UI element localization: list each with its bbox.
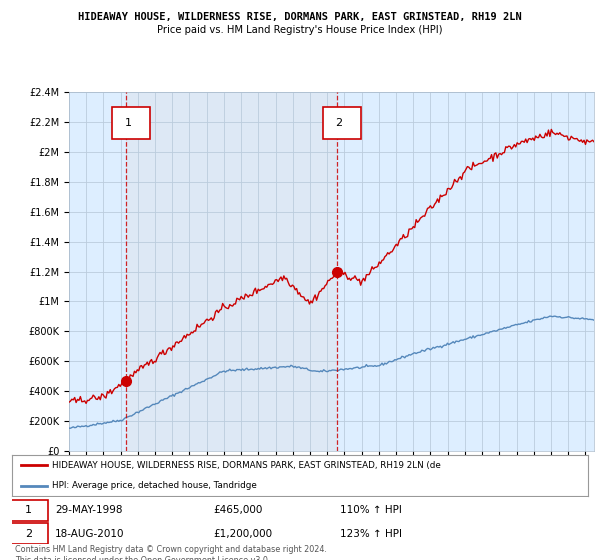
FancyBboxPatch shape: [9, 500, 48, 521]
Text: Contains HM Land Registry data © Crown copyright and database right 2024.
This d: Contains HM Land Registry data © Crown c…: [15, 545, 327, 560]
FancyBboxPatch shape: [9, 524, 48, 544]
Text: 2: 2: [25, 529, 32, 539]
FancyBboxPatch shape: [112, 107, 150, 139]
Text: £1,200,000: £1,200,000: [214, 529, 273, 539]
FancyBboxPatch shape: [323, 107, 361, 139]
Text: HPI: Average price, detached house, Tandridge: HPI: Average price, detached house, Tand…: [52, 481, 257, 490]
Text: 123% ↑ HPI: 123% ↑ HPI: [340, 529, 403, 539]
Text: Price paid vs. HM Land Registry's House Price Index (HPI): Price paid vs. HM Land Registry's House …: [157, 25, 443, 35]
Text: 1: 1: [124, 118, 131, 128]
Text: HIDEAWAY HOUSE, WILDERNESS RISE, DORMANS PARK, EAST GRINSTEAD, RH19 2LN (de: HIDEAWAY HOUSE, WILDERNESS RISE, DORMANS…: [52, 461, 441, 470]
Text: 1: 1: [25, 505, 32, 515]
Text: 2: 2: [335, 118, 343, 128]
Text: 29-MAY-1998: 29-MAY-1998: [55, 505, 122, 515]
Text: HIDEAWAY HOUSE, WILDERNESS RISE, DORMANS PARK, EAST GRINSTEAD, RH19 2LN: HIDEAWAY HOUSE, WILDERNESS RISE, DORMANS…: [78, 12, 522, 22]
Text: 110% ↑ HPI: 110% ↑ HPI: [340, 505, 402, 515]
Text: 18-AUG-2010: 18-AUG-2010: [55, 529, 125, 539]
Text: £465,000: £465,000: [214, 505, 263, 515]
Bar: [127, 92, 337, 451]
